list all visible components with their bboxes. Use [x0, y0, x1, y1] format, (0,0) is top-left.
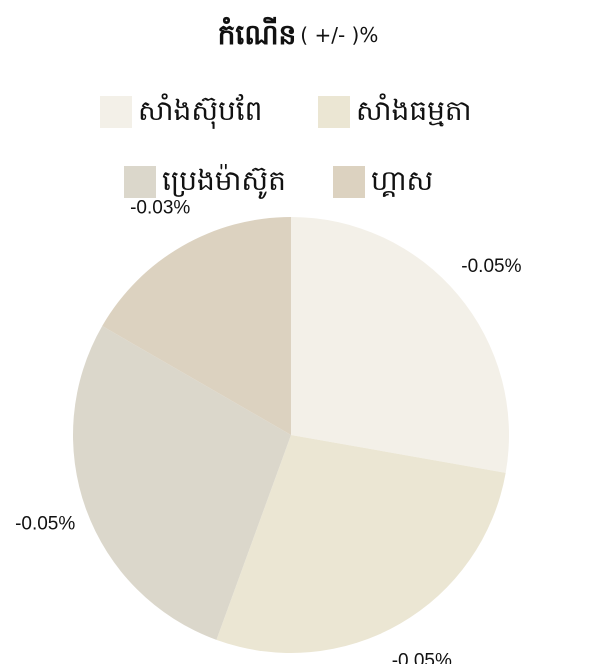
- legend-swatch: [333, 166, 365, 198]
- value-label: -0.05%: [15, 513, 75, 534]
- title: កំណើន: [218, 16, 297, 51]
- legend-label: សាំងស៊ុបពែ: [138, 93, 262, 129]
- value-label: -0.05%: [461, 256, 521, 277]
- value-label: -0.05%: [392, 651, 452, 664]
- chart-title: កំណើន( +/- )%: [218, 16, 379, 51]
- pie-slice: [102, 217, 292, 435]
- legend-swatch: [318, 96, 350, 128]
- legend-swatch: [124, 166, 156, 198]
- pie-slice: [73, 326, 292, 640]
- pie-slice: [216, 435, 506, 653]
- legend-label: ប្រេងម៉ាស៊ូត: [162, 164, 286, 199]
- legend-label: ហ្គាស: [371, 164, 433, 197]
- pie-slice: [291, 217, 509, 473]
- title-unit: ( +/- )%: [300, 23, 378, 47]
- value-label: -0.03%: [130, 197, 190, 218]
- legend-swatch: [100, 96, 132, 128]
- legend-label: សាំងធម្មតា: [356, 93, 472, 127]
